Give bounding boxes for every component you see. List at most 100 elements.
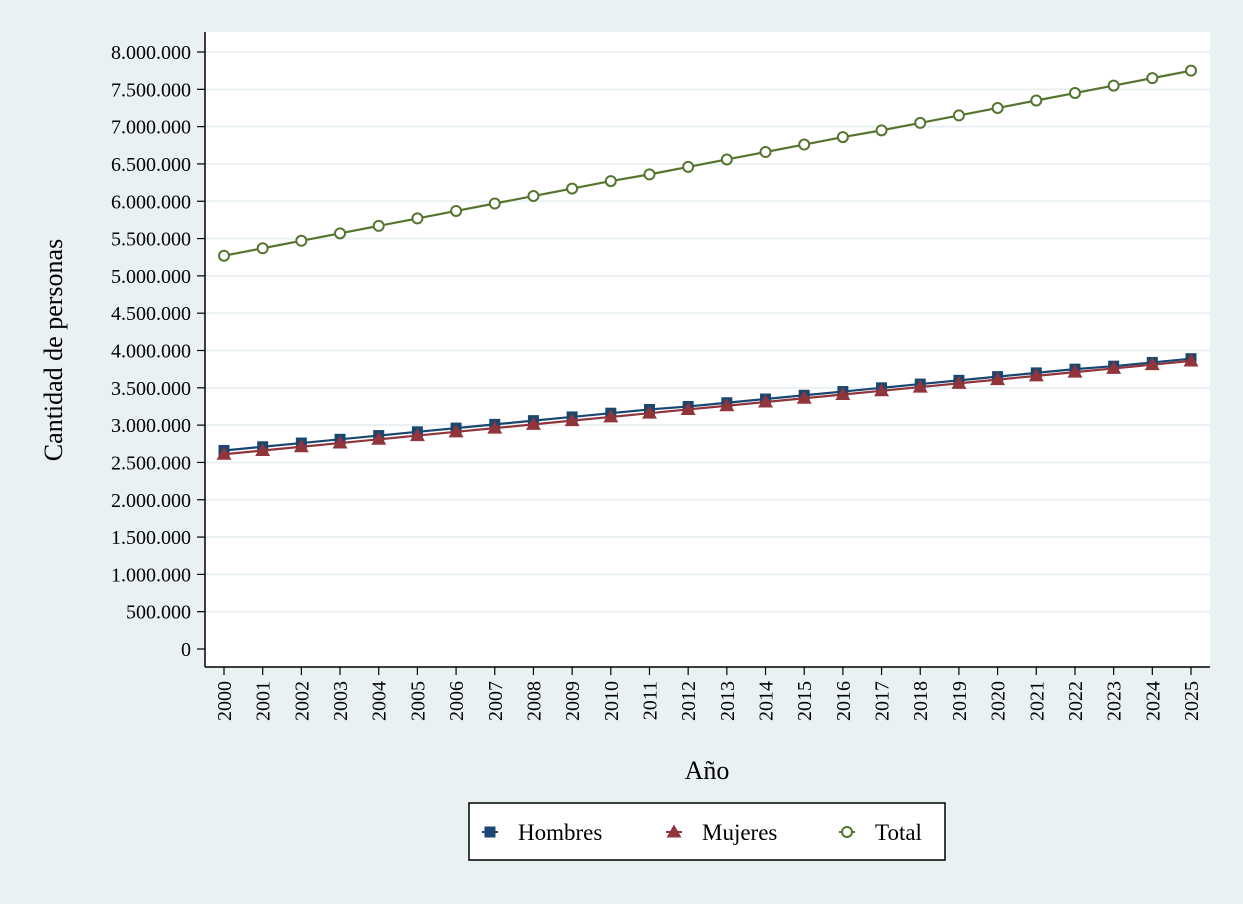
data-point-mujeres	[874, 383, 890, 397]
data-point-total	[450, 204, 463, 217]
y-tick-label: 2.000.000	[111, 490, 191, 512]
legend-item-mujeres: Mujeres	[666, 820, 777, 845]
data-point-total	[1185, 64, 1197, 77]
data-point-total	[952, 109, 965, 122]
x-tick-label: 2007	[485, 681, 507, 721]
legend-box	[468, 802, 946, 861]
legend-item-total: Total	[839, 820, 922, 845]
data-point-mujeres	[680, 401, 696, 415]
y-tick-label: 5.000.000	[111, 266, 191, 288]
data-point-total	[720, 153, 733, 166]
x-tick-label: 2025	[1181, 681, 1203, 721]
legend-marker-mujeres	[666, 824, 682, 838]
y-axis: 0 500.000 1.000.000 1.500.000 2.000.000 2.500…	[111, 42, 205, 661]
data-point-total	[256, 242, 269, 255]
series-layer	[216, 64, 1199, 460]
y-axis-title: Cantidad de personas	[39, 239, 68, 461]
data-point-mujeres	[216, 446, 232, 460]
x-tick-label: 2002	[291, 681, 313, 721]
data-point-mujeres	[1028, 368, 1044, 382]
y-tick-label: 0	[181, 639, 191, 661]
x-axis: 2000 2001 2002 2003 2004 2005 2006 2007 2008 2009…	[214, 667, 1203, 721]
data-point-mujeres	[990, 372, 1006, 386]
data-point-mujeres	[525, 416, 541, 430]
y-tick-label: 6.000.000	[111, 191, 191, 213]
x-tick-label: 2009	[562, 681, 584, 721]
y-tick-label: 8.000.000	[111, 42, 191, 64]
x-tick-label: 2022	[1065, 681, 1087, 721]
data-point-total	[991, 101, 1004, 114]
data-point-total	[372, 219, 385, 232]
series-line-total	[223, 69, 1192, 257]
data-point-mujeres	[912, 379, 928, 393]
y-tick-label: 2.500.000	[111, 452, 191, 474]
y-tick-label: 500.000	[126, 602, 191, 624]
x-tick-label: 2017	[872, 681, 894, 721]
data-point-total	[411, 212, 424, 225]
x-tick-label: 2015	[794, 681, 816, 721]
x-tick-label: 2005	[407, 681, 429, 721]
x-tick-label: 2000	[214, 681, 236, 721]
y-tick-label: 1.000.000	[111, 564, 191, 586]
y-tick-label: 5.500.000	[111, 229, 191, 251]
x-axis-title: Año	[685, 756, 730, 785]
data-point-total	[682, 160, 695, 173]
data-point-total	[604, 175, 617, 188]
y-tick-label: 6.500.000	[111, 154, 191, 176]
legend-label-total: Total	[875, 820, 922, 845]
data-point-mujeres	[1067, 364, 1083, 378]
data-point-mujeres	[951, 375, 967, 389]
x-tick-label: 2021	[1026, 681, 1048, 721]
y-tick-label: 4.500.000	[111, 303, 191, 325]
data-point-mujeres	[1183, 353, 1199, 367]
y-tick-label: 3.500.000	[111, 378, 191, 400]
y-tick-label: 4.000.000	[111, 341, 191, 363]
data-point-mujeres	[758, 394, 774, 408]
x-tick-label: 2024	[1142, 681, 1164, 721]
x-tick-label: 2013	[717, 681, 739, 721]
x-tick-label: 2016	[833, 681, 855, 721]
legend-marker-total	[841, 826, 853, 838]
x-tick-label: 2003	[330, 681, 352, 721]
data-point-mujeres	[409, 428, 425, 442]
y-tick-label: 1.500.000	[111, 527, 191, 549]
data-point-total	[1146, 72, 1159, 85]
data-point-mujeres	[332, 435, 348, 449]
y-tick-label: 7.500.000	[111, 79, 191, 101]
data-point-total	[566, 182, 579, 195]
series-mujeres	[216, 353, 1199, 460]
data-point-total	[527, 190, 540, 203]
data-point-total	[759, 145, 772, 158]
data-point-mujeres	[719, 398, 735, 412]
series-total	[218, 64, 1197, 262]
y-tick-label: 7.000.000	[111, 117, 191, 139]
data-point-total	[295, 234, 308, 247]
x-tick-label: 2010	[601, 681, 623, 721]
data-point-mujeres	[448, 424, 464, 438]
x-tick-label: 2001	[253, 681, 275, 721]
data-point-total	[836, 131, 849, 144]
x-tick-label: 2023	[1104, 681, 1126, 721]
legend-item-hombres: Hombres	[482, 820, 602, 845]
gridlines	[205, 51, 1210, 613]
data-point-total	[218, 249, 230, 262]
data-point-total	[1068, 87, 1081, 100]
x-tick-label: 2008	[523, 681, 545, 721]
data-point-mujeres	[835, 387, 851, 401]
data-point-total	[1107, 79, 1120, 92]
x-tick-label: 2006	[446, 681, 468, 721]
x-tick-label: 2004	[369, 681, 391, 721]
legend-label-hombres: Hombres	[518, 820, 602, 845]
x-tick-label: 2020	[988, 681, 1010, 721]
data-point-mujeres	[487, 420, 503, 434]
series-line-mujeres	[223, 359, 1192, 456]
data-point-mujeres	[371, 431, 387, 445]
series-line-hombres	[223, 357, 1192, 452]
data-point-mujeres	[255, 442, 271, 456]
legend-marker-hombres	[484, 826, 496, 838]
data-point-total	[488, 197, 501, 210]
data-point-total	[643, 168, 656, 181]
x-tick-label: 2011	[639, 681, 661, 720]
data-point-total	[914, 116, 927, 129]
